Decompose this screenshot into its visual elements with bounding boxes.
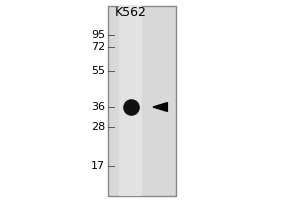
Text: 55: 55 — [91, 66, 105, 76]
Point — [128, 105, 133, 109]
Bar — [108, 6, 176, 196]
Bar — [119, 6, 142, 196]
Polygon shape — [153, 103, 167, 111]
Text: 17: 17 — [91, 161, 105, 171]
Text: 95: 95 — [91, 30, 105, 40]
Text: 28: 28 — [91, 122, 105, 132]
Text: 72: 72 — [91, 42, 105, 52]
Text: 36: 36 — [91, 102, 105, 112]
Text: K562: K562 — [115, 6, 146, 20]
